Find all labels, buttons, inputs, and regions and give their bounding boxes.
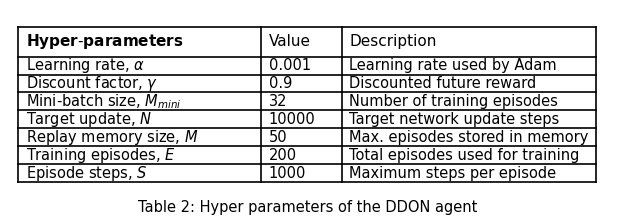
Text: Mini-batch size, $M_{mini}$: Mini-batch size, $M_{mini}$ (26, 92, 181, 111)
Text: Table 2: Hyper parameters of the DDON agent: Table 2: Hyper parameters of the DDON ag… (138, 200, 477, 215)
Text: Value: Value (269, 34, 310, 49)
Text: 10000: 10000 (269, 112, 316, 127)
Text: Episode steps, $S$: Episode steps, $S$ (26, 164, 147, 182)
Text: Training episodes, $E$: Training episodes, $E$ (26, 146, 175, 165)
Text: Target update, $N$: Target update, $N$ (26, 110, 152, 129)
Text: Learning rate, $\alpha$: Learning rate, $\alpha$ (26, 56, 145, 75)
Text: $\mathbf{Hyper\text{-}parameters}$: $\mathbf{Hyper\text{-}parameters}$ (26, 32, 184, 51)
Text: 0.9: 0.9 (269, 76, 292, 91)
Text: 200: 200 (269, 148, 296, 163)
Text: Replay memory size, $M$: Replay memory size, $M$ (26, 128, 198, 147)
Text: Discounted future reward: Discounted future reward (349, 76, 537, 91)
Text: Learning rate used by Adam: Learning rate used by Adam (349, 58, 557, 73)
Text: 50: 50 (269, 130, 287, 145)
Text: 32: 32 (269, 94, 287, 109)
Text: 1000: 1000 (269, 166, 306, 180)
Text: Discount factor, $\gamma$: Discount factor, $\gamma$ (26, 74, 158, 93)
Text: Max. episodes stored in memory: Max. episodes stored in memory (349, 130, 589, 145)
Text: Target network update steps: Target network update steps (349, 112, 559, 127)
Text: Maximum steps per episode: Maximum steps per episode (349, 166, 557, 180)
Text: Number of training episodes: Number of training episodes (349, 94, 558, 109)
Text: Total episodes used for training: Total episodes used for training (349, 148, 580, 163)
Text: Description: Description (349, 34, 436, 49)
Text: 0.001: 0.001 (269, 58, 310, 73)
